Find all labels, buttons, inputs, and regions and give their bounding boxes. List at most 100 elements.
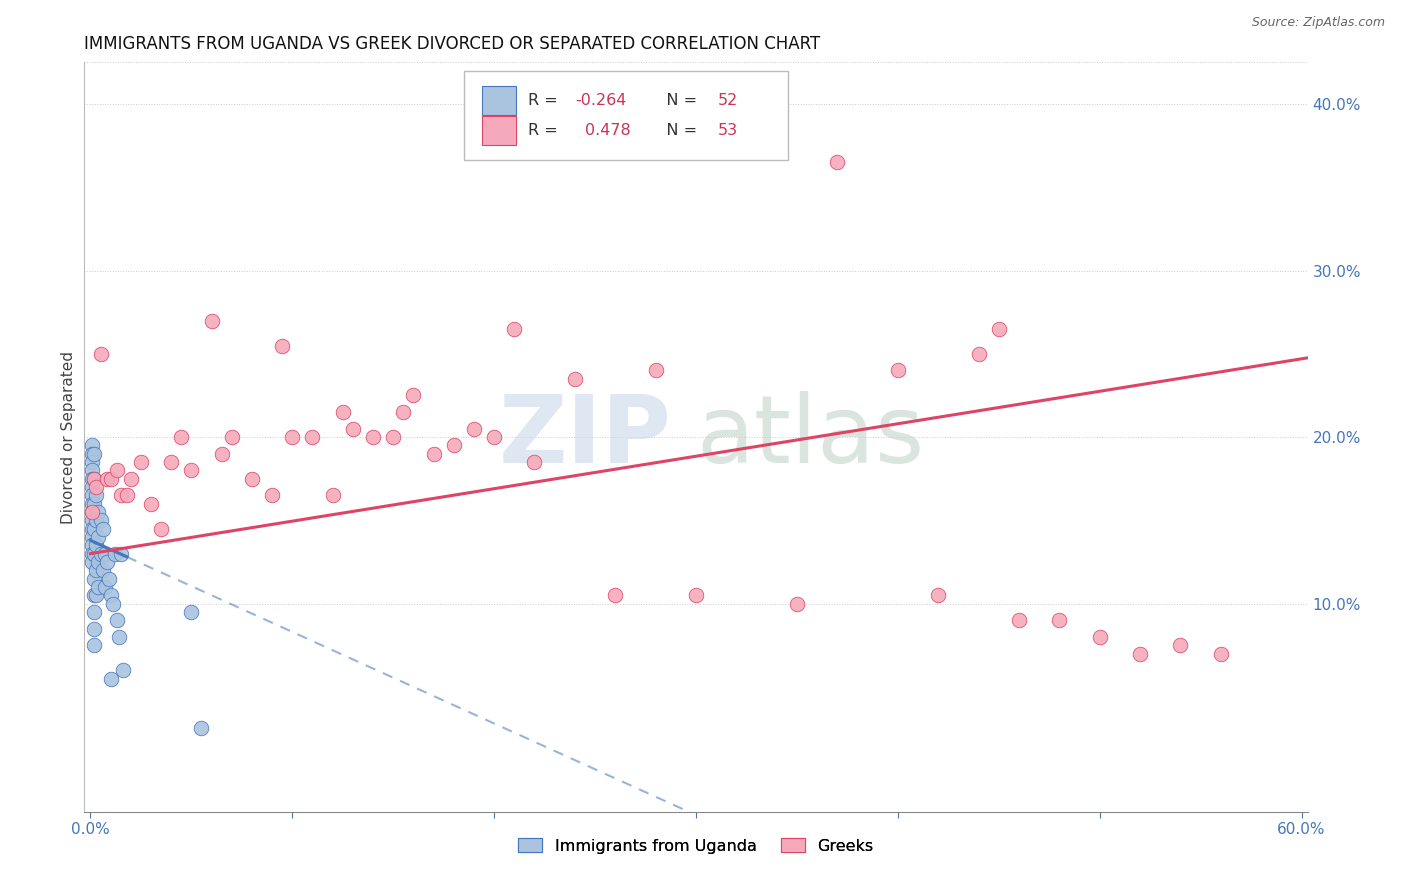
Text: Source: ZipAtlas.com: Source: ZipAtlas.com: [1251, 16, 1385, 29]
Point: [83, 622, 105, 636]
Point: [83, 472, 105, 486]
Point: [82, 530, 104, 544]
Point: [482, 430, 505, 444]
Point: [180, 605, 202, 619]
Point: [93, 547, 115, 561]
Point: [105, 613, 128, 627]
Point: [1088, 630, 1111, 644]
Point: [211, 447, 233, 461]
Text: 0.478: 0.478: [585, 123, 630, 138]
Point: [100, 472, 122, 486]
Text: N =: N =: [651, 123, 702, 138]
Point: [86, 480, 108, 494]
Point: [281, 430, 304, 444]
Point: [361, 430, 384, 444]
Point: [987, 322, 1010, 336]
FancyBboxPatch shape: [464, 71, 787, 160]
Point: [82, 522, 104, 536]
Point: [83, 547, 105, 561]
Point: [91, 522, 114, 536]
Point: [221, 430, 243, 444]
Point: [91, 563, 114, 577]
Point: [82, 555, 104, 569]
Point: [83, 472, 105, 486]
Point: [97, 572, 120, 586]
Point: [422, 447, 444, 461]
Point: [139, 497, 162, 511]
Point: [180, 463, 202, 477]
Point: [93, 580, 115, 594]
Text: 52: 52: [718, 93, 738, 108]
Point: [111, 663, 134, 677]
Point: [82, 547, 104, 561]
Point: [86, 563, 108, 577]
Point: [101, 597, 124, 611]
Point: [82, 505, 104, 519]
Point: [564, 372, 586, 386]
Point: [107, 630, 129, 644]
Text: IMMIGRANTS FROM UGANDA VS GREEK DIVORCED OR SEPARATED CORRELATION CHART: IMMIGRANTS FROM UGANDA VS GREEK DIVORCED…: [84, 35, 821, 53]
Point: [825, 155, 848, 169]
Point: [1209, 647, 1232, 661]
Point: [83, 497, 105, 511]
Point: [170, 430, 193, 444]
Point: [332, 405, 354, 419]
Legend: Immigrants from Uganda, Greeks: Immigrants from Uganda, Greeks: [512, 831, 880, 860]
Point: [382, 430, 405, 444]
Point: [82, 497, 104, 511]
Point: [110, 488, 132, 502]
Point: [1170, 638, 1192, 652]
Point: [82, 447, 104, 461]
Point: [82, 472, 104, 486]
Text: atlas: atlas: [696, 391, 924, 483]
Point: [87, 505, 110, 519]
Point: [110, 547, 132, 561]
Point: [89, 547, 111, 561]
Point: [82, 480, 104, 494]
Point: [685, 588, 707, 602]
Point: [82, 538, 104, 552]
Point: [605, 588, 627, 602]
Point: [83, 638, 105, 652]
Point: [100, 588, 122, 602]
Point: [150, 522, 173, 536]
Point: [523, 455, 546, 469]
Point: [87, 530, 110, 544]
Point: [927, 588, 949, 602]
Point: [301, 430, 323, 444]
Point: [100, 672, 122, 686]
Point: [105, 463, 128, 477]
Point: [82, 505, 104, 519]
Point: [190, 722, 212, 736]
Point: [82, 438, 104, 452]
Point: [887, 363, 910, 377]
Point: [87, 580, 110, 594]
Text: 53: 53: [718, 123, 738, 138]
Point: [129, 455, 152, 469]
Point: [83, 572, 105, 586]
Point: [503, 322, 526, 336]
Point: [82, 455, 104, 469]
Point: [967, 347, 990, 361]
Point: [82, 488, 104, 502]
Point: [443, 438, 465, 452]
Text: -0.264: -0.264: [575, 93, 626, 108]
Y-axis label: Divorced or Separated: Divorced or Separated: [60, 351, 76, 524]
Bar: [482, 87, 516, 115]
Point: [82, 463, 104, 477]
Text: R =: R =: [529, 123, 568, 138]
Point: [240, 472, 263, 486]
Point: [644, 363, 666, 377]
Point: [96, 555, 118, 569]
Point: [82, 513, 104, 527]
Point: [89, 513, 111, 527]
Point: [271, 338, 294, 352]
Point: [200, 313, 222, 327]
Point: [83, 588, 105, 602]
Bar: [482, 116, 516, 145]
Point: [104, 547, 127, 561]
Point: [463, 422, 485, 436]
Point: [86, 538, 108, 552]
Point: [120, 472, 142, 486]
Point: [87, 555, 110, 569]
